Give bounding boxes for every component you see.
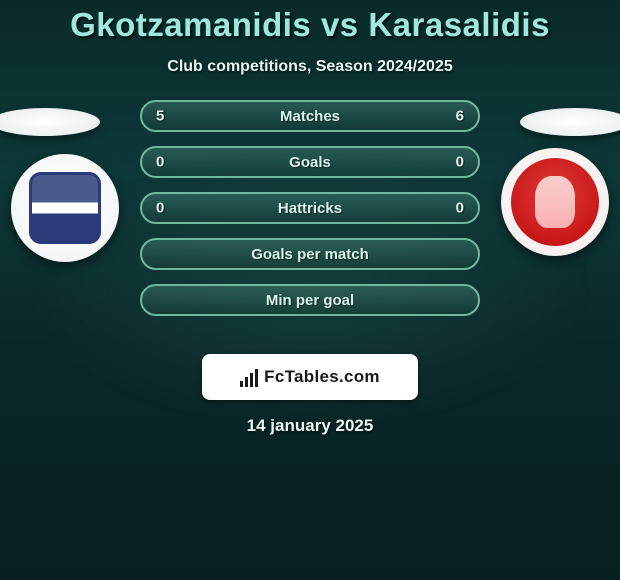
stat-right-value: 6 xyxy=(456,108,464,125)
stat-label: Hattricks xyxy=(278,200,342,217)
right-player-head-ellipse xyxy=(520,108,620,136)
stat-left-value: 0 xyxy=(156,154,164,171)
stat-label: Goals xyxy=(289,154,331,171)
stat-row: Goals 0 0 xyxy=(140,146,480,178)
stat-label: Goals per match xyxy=(251,246,369,263)
left-player-column xyxy=(0,108,130,262)
page-title: Gkotzamanidis vs Karasalidis xyxy=(0,0,620,44)
stat-row: Matches 5 6 xyxy=(140,100,480,132)
stat-right-value: 0 xyxy=(456,200,464,217)
stat-row: Hattricks 0 0 xyxy=(140,192,480,224)
brand-name: FcTables.com xyxy=(264,367,380,387)
right-club-crest xyxy=(501,148,609,256)
stat-left-value: 5 xyxy=(156,108,164,125)
stat-row: Goals per match xyxy=(140,238,480,270)
stat-label: Min per goal xyxy=(266,292,354,309)
left-player-head-ellipse xyxy=(0,108,100,136)
stat-label: Matches xyxy=(280,108,340,125)
comparison-stage: Matches 5 6 Goals 0 0 Hattricks 0 0 Goals per mat… xyxy=(0,108,620,348)
right-player-column xyxy=(490,108,620,256)
left-club-crest xyxy=(11,154,119,262)
snapshot-date: 14 january 2025 xyxy=(0,416,620,436)
brand-badge: FcTables.com xyxy=(202,354,418,400)
stat-rows: Matches 5 6 Goals 0 0 Hattricks 0 0 Goals per mat… xyxy=(140,100,480,316)
stat-right-value: 0 xyxy=(456,154,464,171)
subtitle: Club competitions, Season 2024/2025 xyxy=(0,58,620,76)
stat-left-value: 0 xyxy=(156,200,164,217)
brand-bars-icon xyxy=(240,367,258,387)
stat-row: Min per goal xyxy=(140,284,480,316)
